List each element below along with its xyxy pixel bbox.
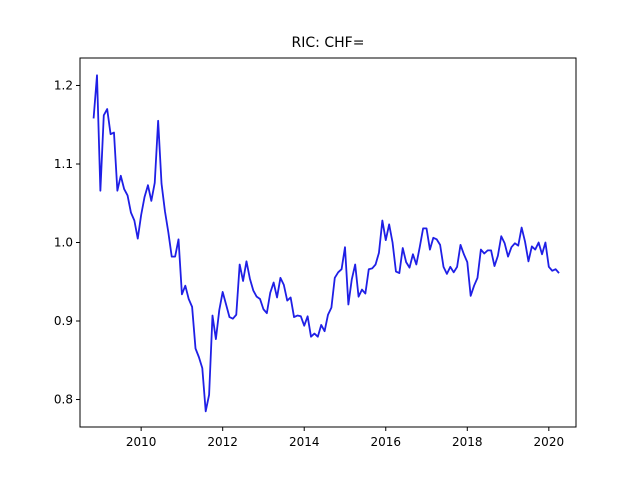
x-tick-label: 2014: [289, 435, 320, 449]
plot-area: [92, 74, 560, 413]
y-tick-label: 1.2: [54, 78, 73, 92]
y-tick-label: 0.8: [54, 393, 73, 407]
y-axis: 0.8 0.9 1.0 1.1 1.2: [54, 78, 80, 407]
x-tick-label: 2018: [452, 435, 483, 449]
x-axis: 2010 2012 2014 2016 2018 2020: [126, 427, 564, 449]
y-tick-label: 0.9: [54, 314, 73, 328]
x-tick-label: 2016: [370, 435, 401, 449]
x-tick-label: 2012: [207, 435, 238, 449]
chart-title: RIC: CHF=: [292, 35, 365, 51]
series-line-0: [92, 74, 560, 413]
x-tick-label: 2010: [126, 435, 157, 449]
y-tick-label: 1.0: [54, 236, 73, 250]
y-tick-label: 1.1: [54, 157, 73, 171]
x-tick-label: 2020: [534, 435, 565, 449]
